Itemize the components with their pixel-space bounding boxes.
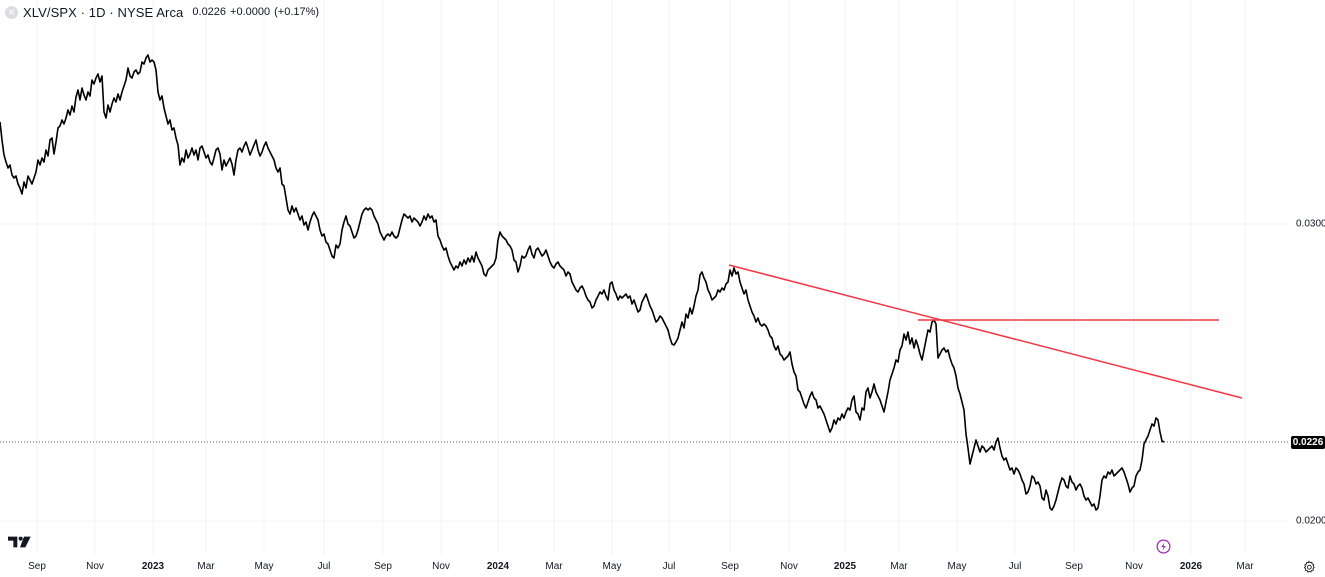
price-label-0300: 0.0300 [1296, 218, 1325, 230]
descending-trendline[interactable] [728, 264, 1243, 399]
time-axis-label: Nov [780, 561, 798, 572]
price-label-0200: 0.0200 [1296, 515, 1325, 527]
time-axis-label: Jul [317, 561, 331, 572]
vertical-gridlines [36, 0, 1246, 555]
time-axis-label: Sep [721, 561, 739, 572]
last-value: 0.0226 [192, 6, 227, 18]
symbol-title[interactable]: XLV/SPX · 1D · NYSE Arca [23, 4, 184, 20]
time-axis-label: Mar [890, 561, 908, 572]
time-axis-label: Mar [197, 561, 215, 572]
time-axis-label: Jul [662, 561, 676, 572]
time-axis-label: Sep [374, 561, 392, 572]
time-axis-label: 2023 [141, 561, 165, 572]
price-line [0, 54, 1165, 511]
legend-values: 0.0226 +0.0000 (+0.17%) [192, 6, 319, 18]
time-axis-label: Nov [432, 561, 450, 572]
close-icon[interactable]: ✕ [5, 5, 18, 19]
change-percent: (+0.17%) [274, 6, 320, 18]
time-axis-label: Jul [1008, 561, 1022, 572]
time-axis-label: Nov [1125, 561, 1143, 572]
time-axis-label: 2026 [1179, 561, 1203, 572]
last-price-badge: 0.0226 [1291, 436, 1325, 449]
gear-icon[interactable] [1302, 560, 1316, 574]
horizontal-gridlines [0, 223, 1290, 522]
time-axis-label: Nov [86, 561, 104, 572]
time-axis-label: Sep [28, 561, 46, 572]
time-axis-label: Sep [1065, 561, 1083, 572]
time-axis-label: Mar [1236, 561, 1254, 572]
time-axis-label: Mar [545, 561, 563, 572]
symbol-legend: ✕ XLV/SPX · 1D · NYSE Arca 0.0226 +0.000… [5, 4, 319, 20]
time-axis-label: 2024 [486, 561, 510, 572]
time-axis-label: May [947, 561, 967, 572]
time-axis-label: May [254, 561, 274, 572]
time-axis-label: May [602, 561, 622, 572]
change-value: +0.0000 [230, 6, 271, 18]
tradingview-logo-icon[interactable] [8, 535, 32, 549]
lightning-bolt-icon[interactable] [1156, 539, 1171, 554]
time-axis-label: 2025 [833, 561, 857, 572]
